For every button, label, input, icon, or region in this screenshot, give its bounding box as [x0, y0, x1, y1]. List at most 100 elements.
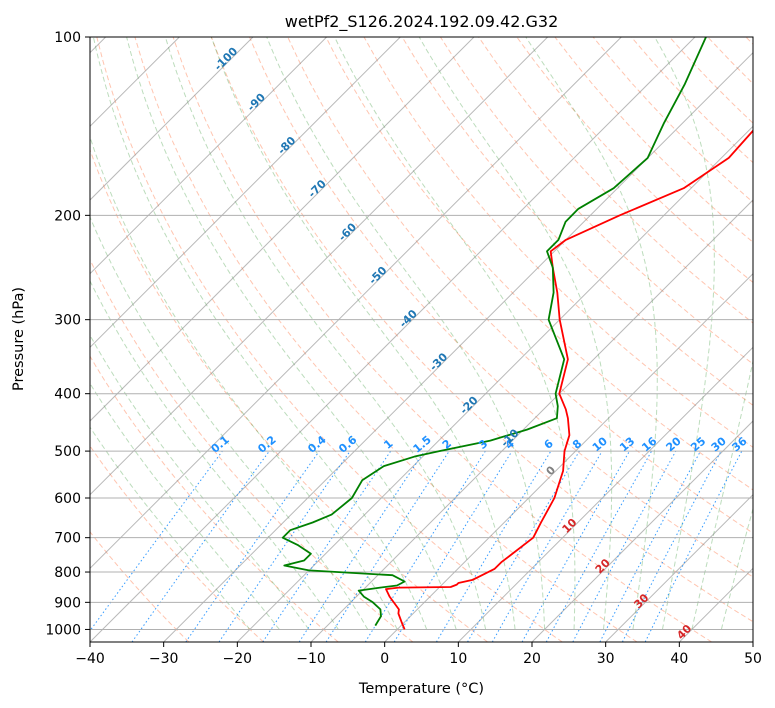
isotherm: [90, 37, 696, 642]
dry-adiabat: [249, 37, 753, 578]
moist-adiabat: [654, 37, 715, 630]
moist-adiabat: [418, 37, 613, 630]
isotherm-label: 10: [560, 516, 580, 536]
plot-frame: [89, 36, 754, 643]
mixing-ratio-line: [393, 450, 513, 642]
mixing-ratio-label: 0.1: [209, 433, 232, 455]
moist-adiabat: [90, 135, 398, 630]
isotherm-label: -50: [366, 264, 389, 287]
dry-adiabat: [439, 37, 753, 365]
x-tick-label: 40: [670, 651, 688, 667]
moist-adiabat: [126, 37, 457, 630]
isotherm: [163, 51, 753, 642]
line-labels: 0.1 0.2 0.4 0.6 1 1.5 2 3 4 6 8 10 13 16 20 25 30 36-100-…: [209, 44, 750, 642]
dry-adiabat: [210, 37, 753, 623]
mixing-ratio-line: [521, 450, 630, 642]
dry-adiabat: [592, 37, 753, 203]
isotherm: [90, 37, 622, 570]
mixing-ratio-line: [90, 450, 223, 632]
isotherm: [457, 346, 753, 642]
isotherm-label: -40: [397, 307, 420, 330]
dry-adiabat: [478, 37, 753, 324]
isotherm-label: -30: [427, 350, 450, 373]
y-axis-title: Pressure (hPa): [11, 287, 27, 391]
isotherm-label: -10: [498, 426, 521, 449]
moist-adiabat: [90, 279, 339, 630]
dewpoint-profile: [281, 37, 707, 627]
moist-adiabat: [691, 358, 753, 630]
y-tick-label: 200: [54, 208, 81, 224]
mixing-ratio-line: [185, 450, 320, 642]
dry-adiabat: [90, 258, 414, 642]
moist-adiabat: [266, 37, 546, 630]
moist-adiabat: [92, 37, 428, 630]
x-tick-label: 10: [449, 651, 467, 667]
dry-adiabat: [134, 37, 638, 642]
x-tick-label: 30: [597, 651, 615, 667]
mixing-ratio-label: 0.2: [255, 433, 278, 455]
x-tick-label: −20: [223, 651, 253, 667]
x-tick-label: −30: [149, 651, 179, 667]
mixing-ratio-label: 0.4: [305, 433, 329, 456]
isotherm-label: -80: [275, 134, 298, 157]
isotherm: [384, 272, 753, 642]
mixing-ratio-label: 3: [476, 437, 490, 452]
mixing-ratio-label: 8: [570, 437, 584, 452]
mixing-ratio-line: [262, 450, 392, 642]
background-lines: [90, 37, 753, 642]
x-tick-label: 50: [744, 651, 762, 667]
y-axis: 100 200 300 400 500 600 700 800 900 1000: [45, 30, 90, 638]
profiles: [281, 37, 753, 630]
x-axis: −40 −30 −20 −10 0 10 20 30 40 50: [75, 642, 762, 667]
moist-adiabat: [90, 215, 369, 630]
isotherm: [90, 37, 549, 496]
mixing-ratio-line: [435, 450, 552, 642]
isotherm: [90, 37, 401, 349]
moist-adiabat: [334, 37, 576, 630]
dry-adiabat: [325, 37, 753, 491]
isotherm: [90, 37, 254, 201]
isotherm-label: -90: [245, 90, 268, 113]
isotherm-label: -20: [457, 393, 480, 416]
dry-adiabat: [516, 37, 753, 284]
y-tick-label: 700: [54, 531, 81, 547]
y-tick-label: 600: [54, 491, 81, 507]
chart-title: wetPf2_S126.2024.192.09.42.G32: [285, 12, 559, 32]
moist-adiabat: [720, 506, 753, 630]
moist-adiabat: [210, 37, 516, 630]
y-tick-label: 1000: [45, 622, 81, 638]
mixing-ratio-label: 6: [542, 437, 556, 452]
y-tick-label: 100: [54, 30, 81, 46]
isotherm: [236, 125, 753, 642]
x-axis-title: Temperature (°C): [358, 681, 484, 697]
mixing-ratio-label: 0.6: [336, 433, 360, 456]
x-tick-label: 20: [523, 651, 541, 667]
dry-adiabat: [172, 37, 712, 642]
mixing-ratio-line: [218, 450, 351, 642]
temperature-profile: [385, 129, 753, 630]
mixing-ratio-label: 1: [381, 437, 395, 452]
isotherm: [310, 199, 753, 642]
isotherm: [678, 567, 753, 642]
isotherm: [531, 420, 753, 642]
mixing-ratio-line: [599, 450, 701, 642]
isotherm-label: 30: [631, 591, 651, 611]
moist-adiabat: [525, 37, 658, 630]
dry-adiabat: [669, 37, 753, 124]
mixing-ratio-line: [644, 450, 743, 642]
isotherm: [90, 37, 328, 275]
isotherm-label: 20: [593, 556, 613, 576]
isotherm-label: 40: [674, 622, 694, 642]
mixing-ratio-line: [364, 450, 486, 642]
moist-adiabat: [90, 426, 251, 630]
isotherm: [90, 37, 475, 422]
y-tick-label: 300: [54, 313, 81, 329]
dry-adiabat: [745, 37, 753, 45]
isotherm: [605, 493, 753, 642]
y-tick-label: 900: [54, 595, 81, 611]
y-tick-label: 800: [54, 565, 81, 581]
mixing-ratio-line: [325, 450, 450, 642]
dry-adiabat: [287, 37, 753, 534]
dry-adiabat: [401, 37, 753, 406]
mixing-ratio-line: [621, 450, 722, 642]
